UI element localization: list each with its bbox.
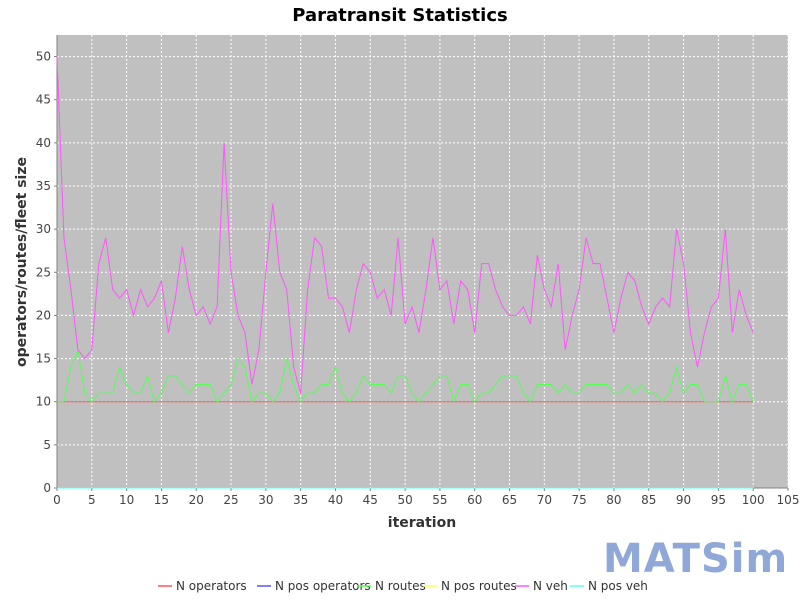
legend-label-n-veh: N veh: [533, 579, 568, 593]
legend-label-n-operators: N operators: [176, 579, 247, 593]
x-tick-label: 70: [537, 493, 552, 507]
x-tick-label: 50: [397, 493, 412, 507]
x-tick-label: 80: [606, 493, 621, 507]
x-tick-label: 25: [223, 493, 238, 507]
x-tick-label: 0: [53, 493, 61, 507]
y-tick-labels: 0 5 10 15 20 25 30 35 40 45 50: [36, 50, 51, 495]
y-axis-label: operators/routes/fleet size: [14, 157, 30, 367]
y-tick-label: 45: [36, 93, 51, 107]
x-tick-label: 5: [88, 493, 96, 507]
x-tick-label: 35: [293, 493, 308, 507]
x-tick-label: 100: [742, 493, 765, 507]
x-tick-label: 95: [711, 493, 726, 507]
y-tick-label: 30: [36, 222, 51, 236]
x-tick-label: 45: [363, 493, 378, 507]
y-tick-label: 5: [43, 438, 51, 452]
legend: N operators N pos operators N routes N pos …: [158, 579, 648, 593]
y-tick-label: 40: [36, 136, 51, 150]
y-tick-label: 10: [36, 395, 51, 409]
series-line-n-veh: [56, 56, 754, 394]
series-lines: [56, 56, 754, 489]
y-tick-label: 20: [36, 308, 51, 322]
x-tick-label: 90: [676, 493, 691, 507]
plot-area: [57, 35, 788, 488]
x-tick-label: 75: [572, 493, 587, 507]
x-tick-label: 55: [432, 493, 447, 507]
y-tick-label: 0: [43, 481, 51, 495]
x-tick-label: 15: [154, 493, 169, 507]
y-tick-label: 25: [36, 265, 51, 279]
series-line-n-routes: [57, 348, 754, 404]
legend-label-n-pos-routes: N pos routes: [441, 579, 517, 593]
x-tick-label: 105: [777, 493, 800, 507]
x-tick-label: 60: [467, 493, 482, 507]
x-tick-labels: 0 5 10 15 20 25 30 35 40 45 50 55 60 65 70 75 80 85 90 95 10…: [53, 493, 799, 507]
y-tick-label: 35: [36, 179, 51, 193]
x-axis-label: iteration: [388, 515, 456, 531]
x-tick-label: 40: [328, 493, 343, 507]
chart-title: Paratransit Statistics: [292, 5, 507, 26]
matsim-logo: MATSim: [603, 536, 788, 582]
x-tick-label: 30: [258, 493, 273, 507]
x-tick-label: 85: [641, 493, 656, 507]
y-tick-label: 50: [36, 50, 51, 64]
x-tick-label: 20: [189, 493, 204, 507]
legend-label-n-routes: N routes: [375, 579, 426, 593]
legend-label-n-pos-operators: N pos operators: [275, 579, 371, 593]
x-tick-label: 65: [502, 493, 517, 507]
y-tick-label: 15: [36, 352, 51, 366]
x-tick-label: 10: [119, 493, 134, 507]
legend-label-n-pos-veh: N pos veh: [588, 579, 648, 593]
